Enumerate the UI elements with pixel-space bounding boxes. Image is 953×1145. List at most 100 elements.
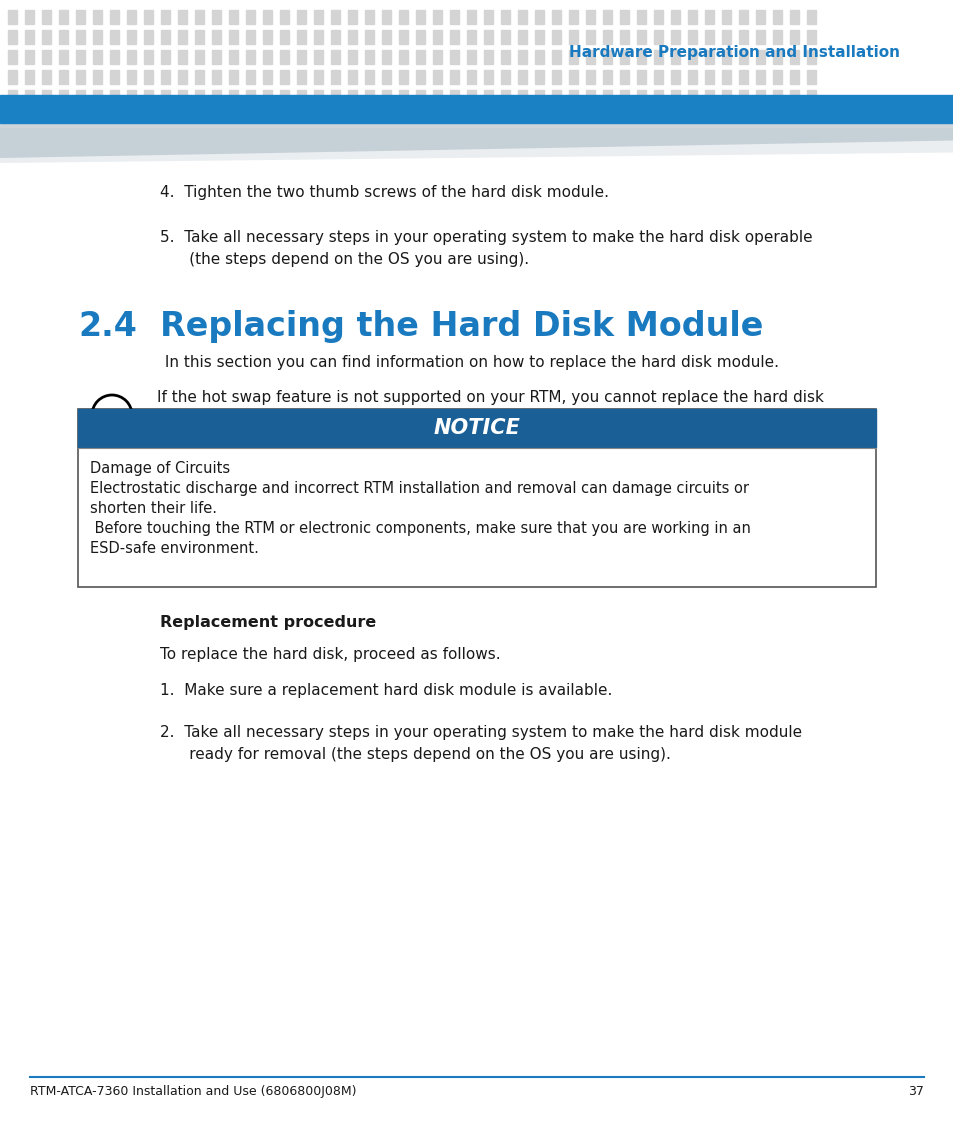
Bar — [263, 30, 272, 44]
Bar — [246, 70, 254, 84]
Bar — [59, 90, 68, 104]
Bar — [381, 90, 391, 104]
Bar — [246, 10, 254, 24]
Bar — [450, 10, 458, 24]
Bar — [535, 30, 543, 44]
Bar — [585, 70, 595, 84]
Bar — [670, 70, 679, 84]
Bar — [517, 50, 526, 64]
Bar — [110, 10, 119, 24]
Polygon shape — [0, 128, 953, 163]
Bar — [654, 50, 662, 64]
Bar — [755, 70, 764, 84]
Text: 37: 37 — [907, 1085, 923, 1098]
Bar — [619, 30, 628, 44]
Bar — [806, 10, 815, 24]
Bar — [654, 30, 662, 44]
Bar — [59, 30, 68, 44]
Bar — [687, 70, 697, 84]
Bar — [552, 50, 560, 64]
Bar — [500, 30, 510, 44]
Bar — [789, 10, 799, 24]
Text: RTM-ATCA-7360 Installation and Use (6806800J08M): RTM-ATCA-7360 Installation and Use (6806… — [30, 1085, 356, 1098]
Bar — [637, 30, 645, 44]
Bar — [194, 30, 204, 44]
Bar — [772, 90, 781, 104]
Bar — [144, 70, 152, 84]
Bar — [568, 30, 578, 44]
Bar — [25, 30, 34, 44]
Bar — [433, 50, 441, 64]
Bar — [483, 70, 493, 84]
Bar — [670, 10, 679, 24]
Bar — [535, 90, 543, 104]
Bar — [500, 10, 510, 24]
Bar — [670, 50, 679, 64]
Bar — [296, 90, 306, 104]
Bar — [212, 30, 221, 44]
Bar — [755, 90, 764, 104]
Bar — [568, 70, 578, 84]
Bar — [76, 90, 85, 104]
Bar — [467, 90, 476, 104]
Bar — [416, 90, 424, 104]
Bar — [585, 50, 595, 64]
Bar — [739, 90, 747, 104]
Bar — [348, 70, 356, 84]
Bar — [398, 70, 408, 84]
Text: disk module replaced.: disk module replaced. — [157, 434, 326, 449]
Bar — [721, 90, 730, 104]
Bar — [772, 70, 781, 84]
Bar — [25, 10, 34, 24]
Bar — [535, 70, 543, 84]
Bar — [178, 10, 187, 24]
Bar — [500, 90, 510, 104]
Bar — [602, 10, 612, 24]
Bar — [331, 50, 339, 64]
Bar — [348, 10, 356, 24]
Bar — [568, 90, 578, 104]
Bar — [8, 50, 17, 64]
Bar — [178, 50, 187, 64]
Bar — [42, 70, 51, 84]
Bar — [483, 90, 493, 104]
Bar — [331, 10, 339, 24]
Bar — [178, 70, 187, 84]
Bar — [483, 50, 493, 64]
Bar — [296, 50, 306, 64]
Bar — [365, 10, 374, 24]
Bar — [755, 50, 764, 64]
Bar — [161, 10, 170, 24]
Bar — [619, 90, 628, 104]
Bar — [416, 30, 424, 44]
Bar — [654, 70, 662, 84]
Bar — [331, 70, 339, 84]
Bar — [789, 90, 799, 104]
Bar — [398, 30, 408, 44]
Bar — [535, 50, 543, 64]
Bar — [467, 30, 476, 44]
Bar — [280, 10, 289, 24]
Bar — [517, 70, 526, 84]
Bar — [602, 70, 612, 84]
Text: NOTICE: NOTICE — [433, 418, 520, 439]
Bar — [416, 70, 424, 84]
Bar — [365, 50, 374, 64]
Bar — [25, 90, 34, 104]
Bar — [127, 90, 136, 104]
Bar — [433, 30, 441, 44]
Bar — [433, 70, 441, 84]
Bar — [467, 50, 476, 64]
Bar — [92, 50, 102, 64]
Bar — [739, 10, 747, 24]
Text: 5.  Take all necessary steps in your operating system to make the hard disk oper: 5. Take all necessary steps in your oper… — [160, 230, 812, 245]
Text: 2.4: 2.4 — [78, 310, 136, 344]
Bar — [59, 70, 68, 84]
Bar — [92, 30, 102, 44]
Text: To replace the hard disk, proceed as follows.: To replace the hard disk, proceed as fol… — [160, 647, 500, 662]
Bar — [42, 10, 51, 24]
Bar — [568, 10, 578, 24]
Bar — [602, 90, 612, 104]
Bar — [670, 30, 679, 44]
Text: In this section you can find information on how to replace the hard disk module.: In this section you can find information… — [160, 355, 779, 370]
